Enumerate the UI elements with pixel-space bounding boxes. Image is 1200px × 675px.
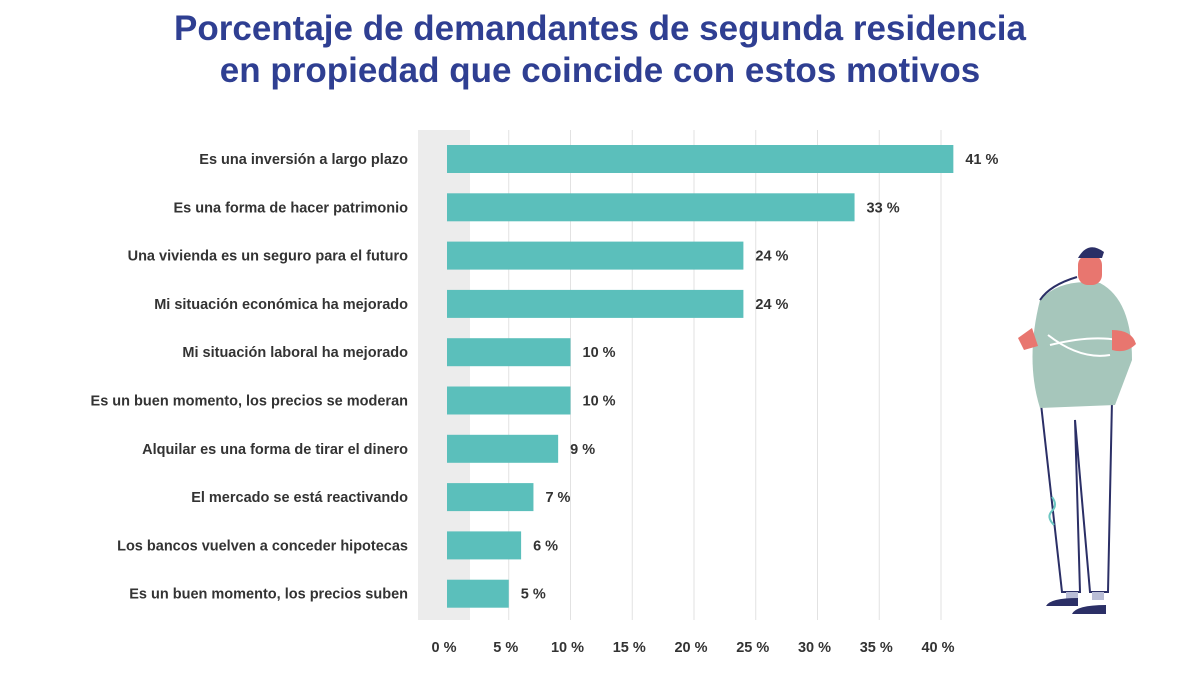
bar	[447, 434, 559, 463]
x-tick-label: 35 %	[860, 640, 893, 656]
x-tick-label: 25 %	[736, 640, 769, 656]
value-label: 5 %	[521, 587, 546, 603]
category-label: Mi situación económica ha mejorado	[154, 297, 408, 313]
category-label: Mi situación laboral ha mejorado	[182, 345, 408, 361]
x-tick-label: 0 %	[432, 640, 457, 656]
category-label: Una vivienda es un seguro para el futuro	[128, 249, 409, 265]
bar	[447, 145, 954, 173]
value-label: 10 %	[583, 345, 616, 361]
bar	[447, 579, 509, 608]
bar	[447, 193, 855, 222]
value-label: 10 %	[583, 394, 616, 410]
title-line-1: Porcentaje de demandantes de segunda res…	[174, 9, 1026, 48]
bar	[447, 386, 571, 415]
x-tick-label: 5 %	[493, 640, 518, 656]
x-tick-label: 20 %	[674, 640, 707, 656]
chart-title: Porcentaje de demandantes de segunda res…	[0, 8, 1200, 92]
value-label: 33 %	[867, 200, 900, 216]
category-label: El mercado se está reactivando	[191, 490, 408, 506]
value-label: 24 %	[755, 249, 788, 265]
title-line-2: en propiedad que coincide con estos moti…	[219, 51, 981, 90]
category-label: Es un buen momento, los precios se moder…	[91, 394, 408, 410]
x-tick-label: 40 %	[921, 640, 954, 656]
person-illustration	[1018, 247, 1136, 614]
category-label: Es una forma de hacer patrimonio	[174, 200, 409, 216]
bar	[447, 241, 744, 270]
value-label: 6 %	[533, 538, 558, 554]
x-tick-label: 30 %	[798, 640, 831, 656]
value-label: 9 %	[570, 442, 595, 458]
x-tick-label: 10 %	[551, 640, 584, 656]
category-label: Es una inversión a largo plazo	[199, 152, 408, 168]
bar	[447, 483, 534, 512]
category-label: Es un buen momento, los precios suben	[129, 587, 408, 603]
category-label: Los bancos vuelven a conceder hipotecas	[117, 538, 408, 554]
category-label: Alquilar es una forma de tirar el dinero	[142, 442, 408, 458]
bar	[447, 531, 522, 560]
x-tick-label: 15 %	[613, 640, 646, 656]
value-label: 41 %	[965, 152, 998, 168]
value-label: 24 %	[755, 297, 788, 313]
bar	[447, 289, 744, 318]
bar	[447, 338, 571, 367]
value-label: 7 %	[545, 490, 570, 506]
